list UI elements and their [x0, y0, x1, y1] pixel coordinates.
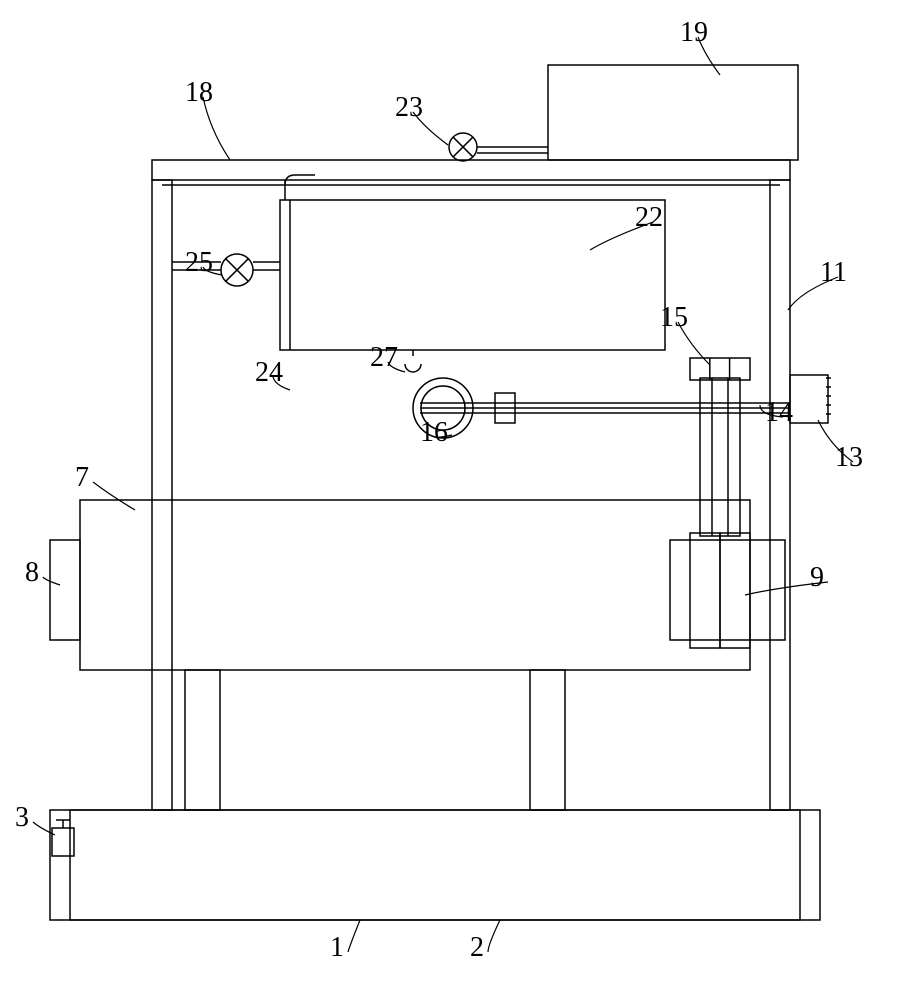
label-11: 11 — [820, 257, 847, 289]
double-pulley-right — [720, 533, 750, 648]
left-attachment — [50, 540, 80, 640]
label-16: 16 — [420, 417, 448, 449]
label-19: 19 — [680, 17, 708, 49]
post-right — [770, 180, 790, 810]
top-box — [548, 65, 798, 160]
top-beam — [152, 160, 790, 180]
leader-1 — [348, 920, 360, 952]
label-3: 3 — [15, 802, 29, 834]
label-2: 2 — [470, 932, 484, 964]
label-8: 8 — [25, 557, 39, 589]
double-pulley-left — [690, 533, 720, 648]
motor-body — [790, 375, 828, 423]
label-25: 25 — [185, 247, 213, 279]
label-15: 15 — [660, 302, 688, 334]
belt-outer — [700, 378, 740, 536]
label-13: 13 — [835, 442, 863, 474]
post-left — [152, 180, 172, 810]
shapes — [50, 65, 831, 920]
label-14: 14 — [765, 397, 793, 429]
label-27: 27 — [370, 342, 398, 374]
label-22: 22 — [635, 202, 663, 234]
label-9: 9 — [810, 562, 824, 594]
pulley-15 — [690, 358, 750, 380]
leader-8 — [43, 577, 60, 585]
base-plate — [50, 810, 820, 920]
label-24: 24 — [255, 357, 283, 389]
leader-7 — [93, 482, 135, 510]
tank-body — [70, 810, 800, 920]
label-7: 7 — [75, 462, 89, 494]
leader-lines — [33, 37, 853, 952]
leader-2 — [488, 920, 500, 952]
diagram-canvas — [0, 0, 902, 1000]
label-18: 18 — [185, 77, 213, 109]
hook-27 — [405, 364, 421, 372]
label-23: 23 — [395, 92, 423, 124]
label-1: 1 — [330, 932, 344, 964]
left-foot — [185, 670, 220, 810]
upper-housing — [280, 200, 665, 350]
right-foot — [530, 670, 565, 810]
main-housing — [80, 500, 750, 670]
